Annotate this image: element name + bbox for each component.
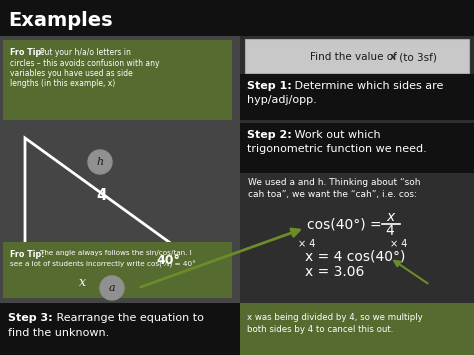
Text: 40°: 40° <box>156 253 180 267</box>
Text: 4: 4 <box>386 224 394 238</box>
FancyBboxPatch shape <box>245 39 469 73</box>
Text: Examples: Examples <box>8 11 113 29</box>
Text: see a lot of students incorrectly write cos(ˣ⁄₄) = 40°: see a lot of students incorrectly write … <box>10 261 196 268</box>
Text: (to 3sf): (to 3sf) <box>396 52 437 62</box>
Text: We used a and h. Thinking about “soh: We used a and h. Thinking about “soh <box>248 178 420 187</box>
Text: Step 3:: Step 3: <box>8 313 53 323</box>
Text: × 4: × 4 <box>390 239 407 249</box>
Text: Rearrange the equation to: Rearrange the equation to <box>53 313 204 323</box>
Text: x: x <box>386 210 394 224</box>
FancyBboxPatch shape <box>0 36 240 355</box>
Circle shape <box>100 276 124 300</box>
Text: × 4: × 4 <box>298 239 315 249</box>
Text: lengths (in this example, x): lengths (in this example, x) <box>10 79 115 88</box>
Text: x = 4 cos(40°): x = 4 cos(40°) <box>305 250 405 264</box>
Text: 4: 4 <box>97 189 107 203</box>
Text: Step 1:: Step 1: <box>247 81 292 91</box>
Text: trigonometric function we need.: trigonometric function we need. <box>247 144 427 154</box>
Text: x: x <box>389 52 395 62</box>
Text: Fro Tip:: Fro Tip: <box>10 48 45 57</box>
Text: cos(40°) =: cos(40°) = <box>307 217 382 231</box>
Text: circles – this avoids confusion with any: circles – this avoids confusion with any <box>10 59 159 68</box>
FancyBboxPatch shape <box>0 0 474 36</box>
Text: The angle always follows the sin/cos/tan. I: The angle always follows the sin/cos/tan… <box>40 250 192 256</box>
Text: variables you have used as side: variables you have used as side <box>10 69 133 78</box>
FancyBboxPatch shape <box>3 40 232 120</box>
FancyBboxPatch shape <box>0 303 240 355</box>
Text: hyp/adj/opp.: hyp/adj/opp. <box>247 95 317 105</box>
Text: a: a <box>109 283 115 293</box>
Text: find the unknown.: find the unknown. <box>8 328 109 338</box>
Text: Step 2:: Step 2: <box>247 130 292 140</box>
FancyBboxPatch shape <box>240 74 474 120</box>
FancyBboxPatch shape <box>240 303 474 355</box>
FancyBboxPatch shape <box>240 123 474 173</box>
Text: x = 3.06: x = 3.06 <box>305 265 365 279</box>
FancyBboxPatch shape <box>3 242 232 298</box>
Text: both sides by 4 to cancel this out.: both sides by 4 to cancel this out. <box>247 325 393 334</box>
Text: Put your h/a/o letters in: Put your h/a/o letters in <box>40 48 131 57</box>
Text: Find the value of: Find the value of <box>310 52 400 62</box>
Text: cah toa”, we want the “cah”, i.e. cos:: cah toa”, we want the “cah”, i.e. cos: <box>248 190 417 199</box>
Text: x was being divided by 4, so we multiply: x was being divided by 4, so we multiply <box>247 313 423 322</box>
Text: Fro Tip:: Fro Tip: <box>10 250 45 259</box>
Text: Determine which sides are: Determine which sides are <box>291 81 443 91</box>
Text: x: x <box>79 275 85 289</box>
FancyBboxPatch shape <box>240 36 474 355</box>
Circle shape <box>88 150 112 174</box>
Text: h: h <box>96 157 103 167</box>
Text: Work out which: Work out which <box>291 130 381 140</box>
